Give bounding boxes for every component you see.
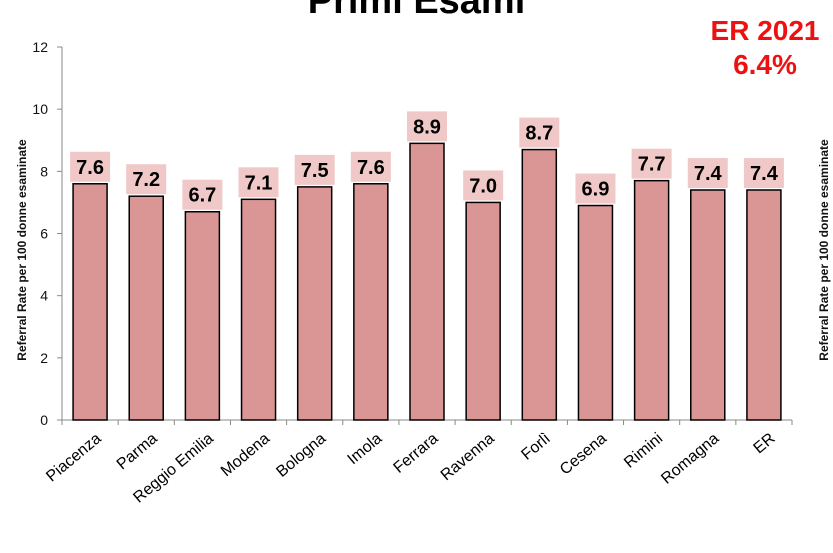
bar [296,186,333,421]
data-label: 7.6 [357,157,385,179]
bar [577,204,614,421]
data-label-box [126,164,167,195]
data-label: 7.0 [469,175,497,197]
data-label-box [70,151,111,182]
y-tick-label: 12 [32,39,48,55]
bar [633,179,670,421]
x-tick-label: Imola [345,430,386,468]
data-label: 7.6 [76,157,104,179]
bar [409,142,445,421]
x-tick-label: Ravenna [438,430,498,484]
bar [353,183,389,421]
data-label-box [182,179,223,210]
data-label: 7.1 [245,172,273,194]
data-label-box [631,148,672,179]
y-tick-label: 0 [40,412,48,428]
bar [465,201,501,421]
data-label-box [238,167,279,198]
bar [746,189,782,421]
bar [72,183,108,421]
bar [521,148,558,421]
data-label: 6.7 [188,185,216,207]
x-tick-label: Romagna [658,430,722,488]
chart-title: Primi Esami [307,0,526,22]
y-tick-label: 2 [40,350,48,366]
data-label-box [687,157,728,188]
x-tick-label: Cesena [557,430,610,479]
data-label-box [350,151,391,182]
bar [240,198,277,421]
x-tick-label: Parma [114,430,161,473]
y-tick-label: 6 [40,226,48,242]
bar [184,210,221,421]
y-tick-label: 8 [40,163,48,179]
data-label-box [463,170,504,201]
x-tick-label: Rimini [621,430,666,472]
x-tick-label: Ferrara [390,430,441,477]
bar [690,189,726,421]
x-tick-label: Bologna [273,430,329,481]
data-label: 7.4 [750,163,779,185]
data-label: 7.5 [301,160,329,182]
er-annotation-line-2: 6.4% [733,49,797,80]
data-label: 8.9 [413,116,441,138]
y-tick-label: 10 [32,101,48,117]
data-label-box [575,173,616,204]
data-label: 7.7 [638,154,666,176]
data-label: 7.2 [132,169,160,191]
x-tick-label: Modena [218,430,273,480]
er-annotation-line-1: ER 2021 [710,15,820,46]
data-label-box [743,157,784,188]
data-label: 7.4 [694,163,723,185]
x-tick-label: Forlì [518,430,553,464]
data-label: 8.7 [525,123,553,145]
x-tick-label: Piacenza [43,430,104,485]
y-tick-label: 4 [40,288,48,304]
x-tick-label: ER [751,430,779,457]
data-label: 6.9 [582,179,610,201]
bar [128,195,164,421]
data-label-box [294,154,335,185]
er-annotation: ER 2021 6.4% [705,14,825,82]
data-label-box [407,111,447,142]
data-label-box [519,117,560,148]
